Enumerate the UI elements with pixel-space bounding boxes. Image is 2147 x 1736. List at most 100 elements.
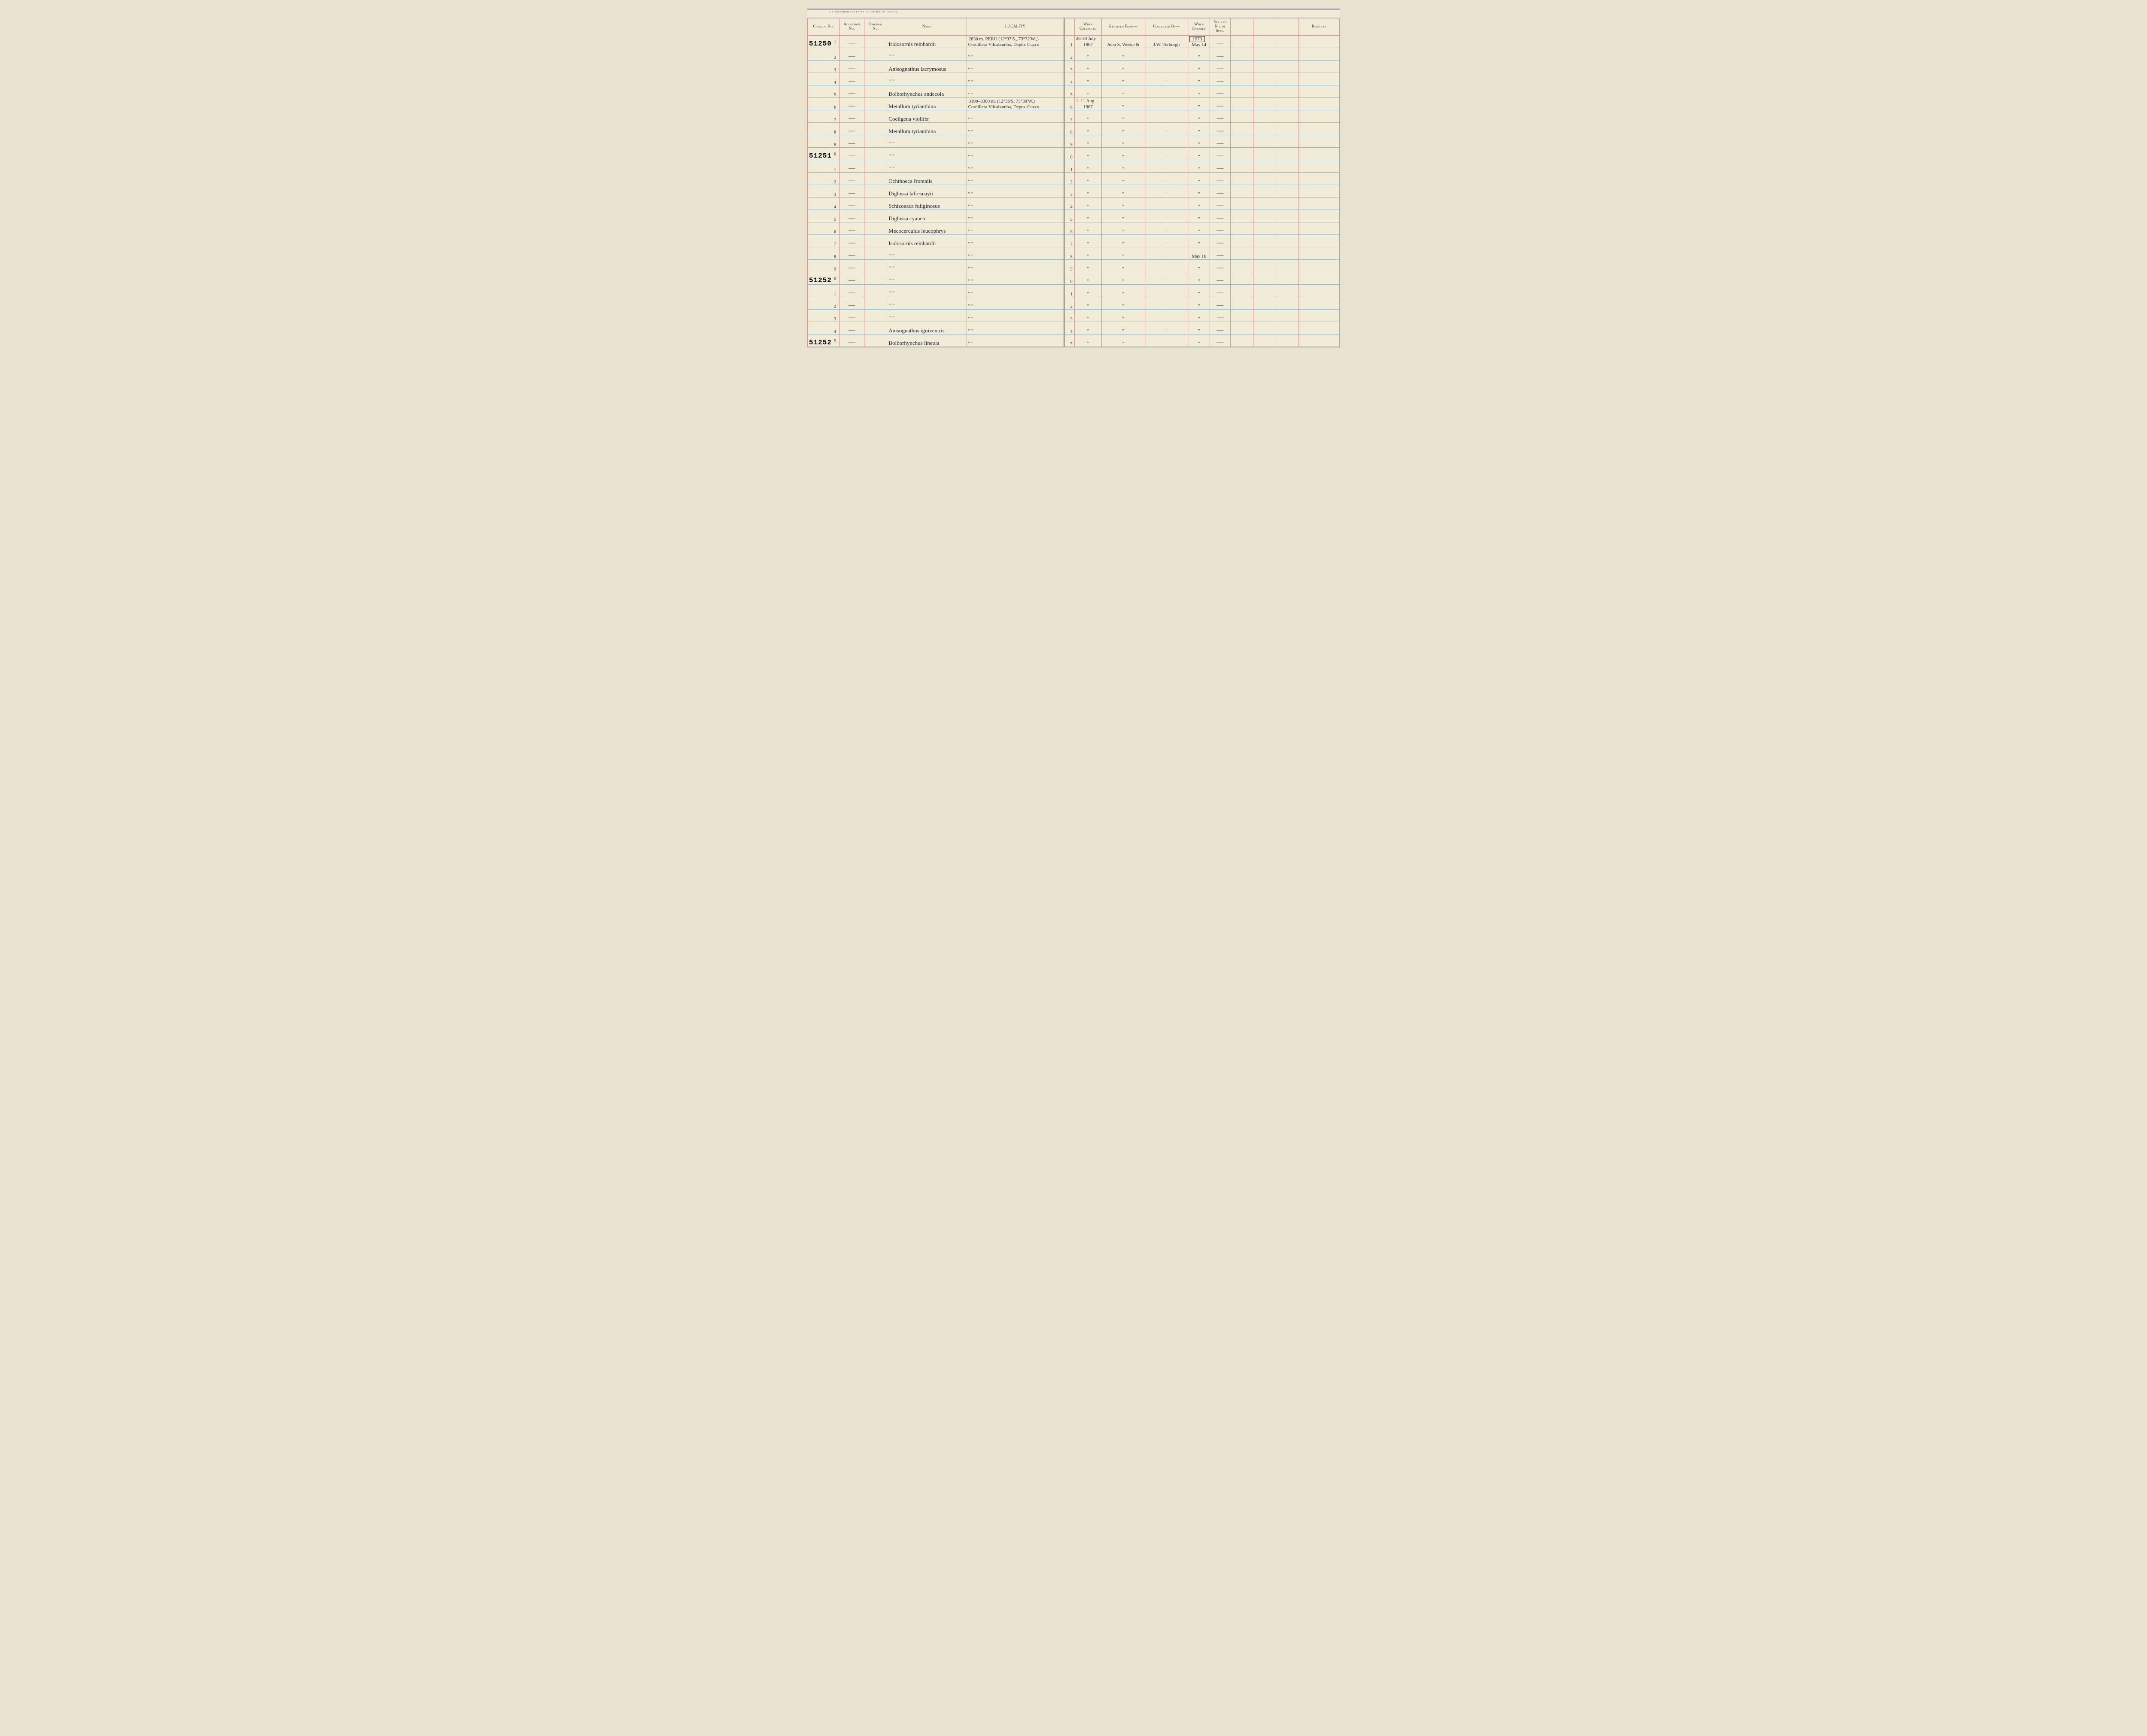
cell-sex: —	[1210, 160, 1231, 172]
cell-when-collected: 1–11 Aug.1967	[1074, 97, 1102, 110]
cell-catalog: 9	[808, 259, 839, 272]
cell-blank2	[1253, 48, 1276, 60]
h-remarks: Remarks	[1299, 18, 1339, 35]
cell-accession: —	[839, 259, 864, 272]
cell-blank2	[1253, 234, 1276, 247]
cell-when-entered: "	[1188, 309, 1210, 322]
table-row: 6—Mecocerculus leucophrys" "6""""—	[808, 222, 1340, 234]
cell-blank2	[1253, 272, 1276, 284]
cell-seq2: 5	[1064, 210, 1074, 222]
cell-catalog: 5	[808, 210, 839, 222]
cell-accession: —	[839, 85, 864, 97]
cell-original	[864, 85, 887, 97]
cell-locality: " "	[967, 284, 1064, 297]
cell-received: "	[1102, 122, 1145, 135]
cell-catalog: 4	[808, 322, 839, 334]
cell-blank2	[1253, 73, 1276, 85]
cell-seq2: 9	[1064, 259, 1074, 272]
cell-name: Iridosornis reinhardti	[887, 35, 967, 48]
cell-sex: —	[1210, 272, 1231, 284]
cell-accession: —	[839, 222, 864, 234]
table-row: 8—Metallura tyrianthina" "8""""—	[808, 122, 1340, 135]
h-received: Received From—	[1102, 18, 1145, 35]
cell-when-collected: 26-30 July1967	[1074, 35, 1102, 48]
cell-sex: —	[1210, 297, 1231, 309]
cell-locality: " "	[967, 210, 1064, 222]
cell-when-entered: "	[1188, 85, 1210, 97]
cell-collected-by: "	[1145, 234, 1188, 247]
cell-catalog: 512525	[808, 334, 839, 347]
cell-blank2	[1253, 284, 1276, 297]
cell-remarks	[1299, 272, 1339, 284]
cell-original	[864, 259, 887, 272]
cell-blank3	[1276, 135, 1299, 147]
cell-catalog: 4	[808, 73, 839, 85]
cell-accession: —	[839, 272, 864, 284]
table-row: 7—Iridosornis reinhardti" "7""""—	[808, 234, 1340, 247]
cell-blank3	[1276, 110, 1299, 122]
table-row: 5—Diglossa cyanea" "5""""—	[808, 210, 1340, 222]
cell-blank1	[1230, 73, 1253, 85]
cell-locality: " "	[967, 147, 1064, 160]
cell-collected-by: "	[1145, 85, 1188, 97]
cell-collected-by: "	[1145, 309, 1188, 322]
cell-catalog: 3	[808, 309, 839, 322]
cell-when-collected: "	[1074, 284, 1102, 297]
cell-sex: —	[1210, 97, 1231, 110]
cell-collected-by: "	[1145, 135, 1188, 147]
cell-blank3	[1276, 272, 1299, 284]
table-row: 512525—Bolborhynchus lineola" "5""""—	[808, 334, 1340, 347]
table-row: 2—" "" "2""""—	[808, 297, 1340, 309]
header-bar: U.S. GOVERNMENT PRINTING OFFICE 16—55861…	[807, 9, 1340, 18]
cell-when-collected: "	[1074, 185, 1102, 197]
cell-remarks	[1299, 48, 1339, 60]
cell-name: " "	[887, 73, 967, 85]
cell-when-entered: "	[1188, 322, 1210, 334]
cell-remarks	[1299, 210, 1339, 222]
cell-blank3	[1276, 334, 1299, 347]
cell-blank1	[1230, 185, 1253, 197]
cell-accession: —	[839, 135, 864, 147]
cell-accession: —	[839, 147, 864, 160]
cell-locality: " "	[967, 135, 1064, 147]
cell-name: Metallura tyrianthina	[887, 97, 967, 110]
cell-when-collected: "	[1074, 259, 1102, 272]
cell-blank1	[1230, 60, 1253, 73]
cell-name: " "	[887, 135, 967, 147]
cell-catalog: 2	[808, 172, 839, 185]
cell-locality: " "	[967, 197, 1064, 210]
cell-seq2: 5	[1064, 334, 1074, 347]
cell-blank1	[1230, 297, 1253, 309]
cell-sex: —	[1210, 259, 1231, 272]
h-name: Name	[887, 18, 967, 35]
cell-name: " "	[887, 160, 967, 172]
cell-remarks	[1299, 110, 1339, 122]
cell-locality: " "	[967, 110, 1064, 122]
cell-name: Mecocerculus leucophrys	[887, 222, 967, 234]
h-seq	[1064, 18, 1074, 35]
cell-blank2	[1253, 85, 1276, 97]
cell-locality: " "	[967, 259, 1064, 272]
cell-seq2: 7	[1064, 234, 1074, 247]
cell-locality: " "	[967, 272, 1064, 284]
cell-blank1	[1230, 234, 1253, 247]
cell-original	[864, 110, 887, 122]
cell-seq2: 1	[1064, 284, 1074, 297]
cell-remarks	[1299, 309, 1339, 322]
cell-locality: " "	[967, 172, 1064, 185]
cell-when-entered: "	[1188, 185, 1210, 197]
cell-seq2: 2	[1064, 48, 1074, 60]
cell-when-entered: "	[1188, 135, 1210, 147]
cell-when-collected: "	[1074, 60, 1102, 73]
ledger-body: 512501—Iridosornis reinhardti2830 m. PER…	[808, 35, 1340, 347]
cell-remarks	[1299, 322, 1339, 334]
cell-sex: —	[1210, 60, 1231, 73]
cell-name: Bolborhynchus andecola	[887, 85, 967, 97]
h-blank1	[1230, 18, 1253, 35]
h-catalog: Catalog No.	[808, 18, 839, 35]
cell-accession: —	[839, 110, 864, 122]
cell-received: "	[1102, 48, 1145, 60]
cell-when-entered: "	[1188, 160, 1210, 172]
cell-received: "	[1102, 147, 1145, 160]
cell-locality: " "	[967, 85, 1064, 97]
